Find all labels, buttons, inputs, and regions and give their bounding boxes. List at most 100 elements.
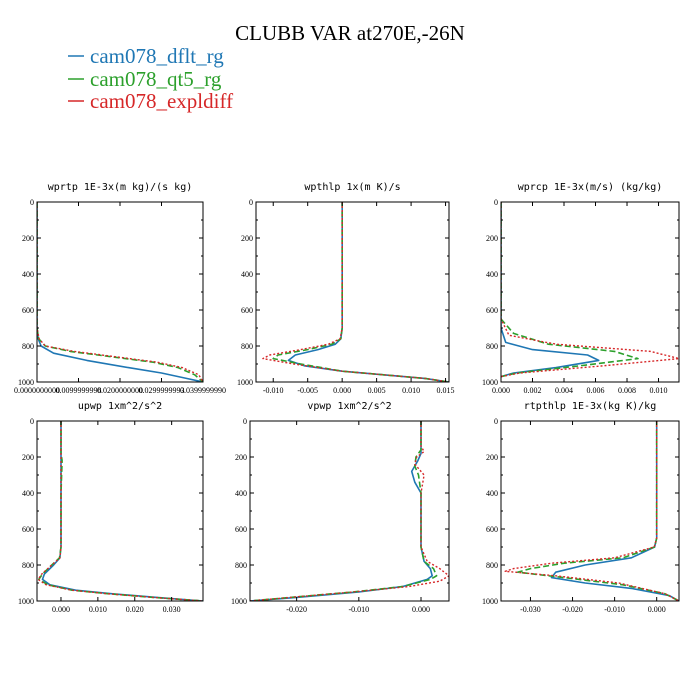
y-tick-label: 1000 [482, 597, 498, 606]
y-tick-label: 600 [486, 525, 498, 534]
y-tick-label: 1000 [18, 597, 34, 606]
x-tick-label: 0.0200000000 [97, 386, 143, 395]
y-tick-label: 800 [22, 561, 34, 570]
panel-title: upwp 1xm^2/s^2 [78, 401, 162, 412]
x-tick-label: 0.010 [402, 386, 420, 395]
legend-label: cam078_dflt_rg [90, 44, 224, 68]
plot-frame [249, 420, 450, 602]
x-tick-label: 0.0099999998 [56, 386, 102, 395]
y-tick-label: 400 [486, 270, 498, 279]
series-group [504, 421, 679, 601]
panel-title: rtpthlp 1E-3x(kg K)/kg [524, 401, 656, 412]
y-tick-label: 400 [486, 489, 498, 498]
y-tick-label: 800 [235, 561, 247, 570]
x-tick-label: 0.020 [126, 605, 144, 614]
y-tick-label: 400 [22, 489, 34, 498]
x-tick-label: 0.000 [333, 386, 351, 395]
y-tick-label: 800 [22, 342, 34, 351]
series-line [516, 421, 679, 601]
y-tick-label: 600 [22, 306, 34, 315]
y-tick-label: 800 [241, 342, 253, 351]
series-group [37, 421, 203, 601]
series-line [501, 202, 679, 378]
y-tick-label: 200 [486, 234, 498, 243]
panel-title: wprtp 1E-3x(m kg)/(s kg) [48, 182, 193, 193]
series-line [287, 202, 449, 382]
y-tick-label: 400 [241, 270, 253, 279]
y-tick-label: 1000 [231, 597, 247, 606]
series-line [37, 202, 203, 382]
legend-entry: cam078_expldiff [68, 89, 233, 113]
x-tick-label: -0.005 [297, 386, 318, 395]
x-tick-label: 0.0399999990 [180, 386, 226, 395]
series-line [37, 421, 203, 601]
series-line [501, 202, 600, 378]
x-tick-label: 0.000 [412, 605, 430, 614]
x-tick-label: 0.010 [650, 386, 668, 395]
series-line [504, 421, 679, 601]
panel-title: wpthlp 1x(m K)/s [304, 182, 400, 193]
chart-panel: wprcp 1E-3x(m/s) (kg/kg) 0 200 400 600 800 100… [482, 182, 680, 395]
y-tick-label: 200 [22, 234, 34, 243]
series-line [37, 202, 203, 382]
x-tick-label: 0.015 [437, 386, 455, 395]
panels: wprtp 1E-3x(m kg)/(s kg) 0 200 400 600 800 100… [14, 182, 680, 614]
x-tick-label: 0.000 [52, 605, 70, 614]
legend-entry: cam078_qt5_rg [68, 67, 222, 91]
y-tick-label: 1000 [482, 378, 498, 387]
x-tick-label: 0.030 [163, 605, 181, 614]
y-tick-label: 600 [486, 306, 498, 315]
legend-entry: cam078_dflt_rg [68, 44, 224, 68]
series-line [250, 421, 449, 601]
series-line [250, 421, 434, 601]
series-line [41, 421, 203, 601]
y-tick-label: 0 [494, 198, 498, 207]
y-tick-label: 1000 [237, 378, 253, 387]
series-line [250, 421, 438, 601]
x-tick-label: 0.004 [555, 386, 573, 395]
plot-frame [255, 201, 450, 383]
chart-panel: wpthlp 1x(m K)/s 0 200 400 600 800 1000 -0.010 -… [237, 182, 455, 395]
figure-title: CLUBB VAR at270E,-26N [235, 21, 465, 45]
y-tick-label: 600 [241, 306, 253, 315]
y-tick-label: 0 [30, 417, 34, 426]
y-tick-label: 600 [235, 525, 247, 534]
series-line [37, 202, 203, 382]
x-tick-label: 0.008 [618, 386, 636, 395]
y-tick-label: 0 [30, 198, 34, 207]
x-tick-label: -0.020 [286, 605, 307, 614]
x-tick-label: -0.030 [520, 605, 541, 614]
chart-panel: upwp 1xm^2/s^2 0 200 400 600 800 1000 0.000 0.01… [18, 401, 204, 614]
y-tick-label: 800 [486, 342, 498, 351]
y-tick-label: 200 [241, 234, 253, 243]
y-tick-label: 0 [494, 417, 498, 426]
panel-title: vpwp 1xm^2/s^2 [307, 401, 391, 412]
y-tick-label: 200 [22, 453, 34, 462]
series-line [262, 202, 449, 382]
y-tick-label: 0 [243, 417, 247, 426]
y-tick-label: 400 [22, 270, 34, 279]
panel-title: wprcp 1E-3x(m/s) (kg/kg) [518, 182, 663, 193]
x-tick-label: 0.006 [587, 386, 605, 395]
y-tick-label: 1000 [18, 378, 34, 387]
y-tick-label: 200 [486, 453, 498, 462]
y-tick-label: 800 [486, 561, 498, 570]
x-tick-label: 0.002 [524, 386, 542, 395]
legend: cam078_dflt_rg cam078_qt5_rg cam078_expl… [68, 44, 233, 113]
x-tick-label: -0.010 [604, 605, 625, 614]
x-tick-label: 0.000 [492, 386, 510, 395]
plot-frame [500, 201, 680, 383]
x-tick-label: -0.010 [348, 605, 369, 614]
series-group [501, 202, 679, 378]
chart-panel: vpwp 1xm^2/s^2 0 200 400 600 800 1000 -0.020 -0.… [231, 401, 450, 614]
y-tick-label: 600 [22, 525, 34, 534]
series-line [550, 421, 679, 601]
y-tick-label: 0 [249, 198, 253, 207]
x-tick-label: -0.010 [263, 386, 284, 395]
series-line [501, 202, 639, 378]
plot-frame [36, 420, 204, 602]
x-tick-label: -0.020 [562, 605, 583, 614]
legend-label: cam078_expldiff [90, 89, 233, 113]
x-tick-label: 0.0299999993 [139, 386, 185, 395]
